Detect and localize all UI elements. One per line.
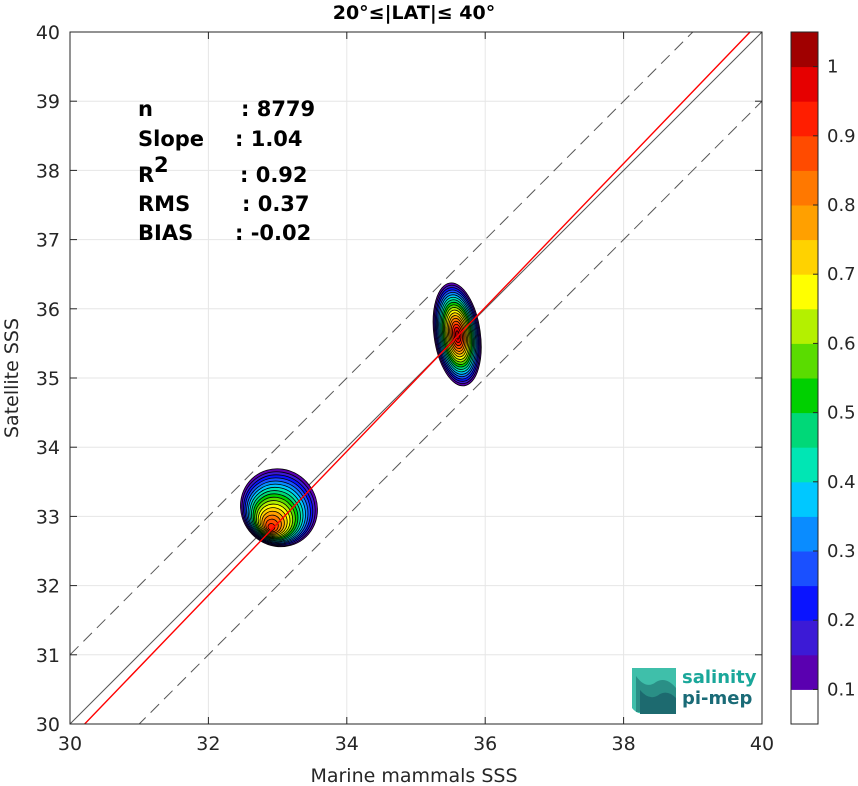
- colorbar-segment: [791, 620, 818, 656]
- colorbar-tick-label: 0.1: [827, 679, 856, 700]
- reference-lines: [70, 32, 762, 724]
- statistics-box: n : 8779 Slope : 1.04 R 2 : 0.92 RMS : 0.37 BIAS:…: [138, 97, 315, 245]
- stat-label: Slope: [138, 127, 204, 151]
- y-tick-label: 38: [36, 160, 60, 182]
- colorbar-frame: [790, 31, 819, 725]
- salinity-pimep-logo: salinity pi-mep: [632, 667, 757, 714]
- colorbar-segment: [791, 135, 818, 171]
- colorbar-segment: [791, 239, 818, 275]
- y-axis-ticks: 30 31 32 33 34 35 36 37 38 39 40: [36, 22, 762, 736]
- y-tick-label: 37: [36, 230, 60, 252]
- colorbar-tick-label: 1: [827, 57, 838, 78]
- x-tick-label: 36: [473, 733, 497, 755]
- y-tick-label: 33: [36, 506, 60, 528]
- y-tick-label: 32: [36, 576, 60, 598]
- colorbar-segment: [791, 654, 818, 690]
- stat-value: : 8779: [241, 97, 315, 121]
- colorbar-segment: [791, 585, 818, 621]
- chart-title: 20°≤|LAT|≤ 40°: [333, 2, 496, 24]
- reference-line: [70, 32, 762, 724]
- stat-superscript: 2: [154, 153, 169, 177]
- colorbar-segment: [791, 66, 818, 102]
- colorbar-tick-label: 0.9: [827, 126, 856, 147]
- density-cluster: [240, 468, 318, 548]
- regression-line-group: [83, 32, 751, 724]
- x-tick-label: 30: [58, 733, 82, 755]
- y-tick-label: 34: [36, 437, 60, 459]
- x-tick-label: 34: [335, 733, 359, 755]
- stat-value: : 0.37: [242, 192, 310, 216]
- stat-label: R: [138, 163, 154, 187]
- colorbar-tick-label: 0.4: [827, 472, 856, 493]
- y-tick-label: 30: [36, 714, 60, 736]
- colorbar-segment: [791, 551, 818, 587]
- reference-line: [138, 100, 762, 724]
- colorbar-segment: [791, 205, 818, 241]
- logo-text-pimep: pi-mep: [682, 688, 752, 709]
- stat-label: n: [138, 97, 153, 121]
- stat-label: BIAS: [138, 221, 193, 245]
- stat-label: RMS: [138, 192, 190, 216]
- y-tick-label: 36: [36, 299, 60, 321]
- colorbar-segment: [791, 481, 818, 517]
- colorbar-segment: [791, 689, 818, 725]
- colorbar-segment: [791, 412, 818, 448]
- y-tick-label: 31: [36, 645, 60, 667]
- colorbar-segment: [791, 308, 818, 344]
- colorbar-tick-label: 0.3: [827, 541, 856, 562]
- logo-text-salinity: salinity: [682, 667, 757, 688]
- colorbar-segment: [791, 32, 818, 68]
- colorbar-tick-label: 0.2: [827, 610, 856, 631]
- y-axis-label: Satellite SSS: [1, 318, 23, 438]
- colorbar-segment: [791, 274, 818, 310]
- x-tick-label: 32: [196, 733, 220, 755]
- colorbar-tick-label: 0.7: [827, 264, 856, 285]
- colorbar-segment: [791, 516, 818, 552]
- x-tick-label: 38: [612, 733, 636, 755]
- colorbar-tick-label: 0.5: [827, 403, 856, 424]
- wave-logo-icon: [632, 668, 676, 714]
- reference-line: [70, 32, 694, 656]
- stat-value: : -0.02: [235, 221, 311, 245]
- colorbar-segment: [791, 343, 818, 379]
- colorbar-tick-label: 0.8: [827, 195, 856, 216]
- y-tick-label: 40: [36, 22, 60, 44]
- density-contours: [240, 282, 482, 548]
- y-tick-label: 39: [36, 91, 60, 113]
- density-cluster: [432, 282, 482, 387]
- stat-value: : 1.04: [235, 127, 303, 151]
- grid-lines: [69, 31, 763, 725]
- x-axis-ticks: 30 32 34 36 38 40: [58, 32, 774, 755]
- colorbar-segment: [791, 170, 818, 206]
- colorbar-segment: [791, 447, 818, 483]
- stat-value: : 0.92: [240, 163, 308, 187]
- colorbar: 0.1 0.2 0.3 0.4 0.5 0.6 0.7 0.8 0.9 1: [790, 31, 856, 725]
- y-tick-label: 35: [36, 368, 60, 390]
- colorbar-segment: [791, 101, 818, 137]
- x-axis-label: Marine mammals SSS: [310, 765, 517, 786]
- colorbar-tick-label: 0.6: [827, 333, 856, 354]
- regression-line: [83, 32, 751, 724]
- colorbar-segment: [791, 378, 818, 414]
- x-tick-label: 40: [750, 733, 774, 755]
